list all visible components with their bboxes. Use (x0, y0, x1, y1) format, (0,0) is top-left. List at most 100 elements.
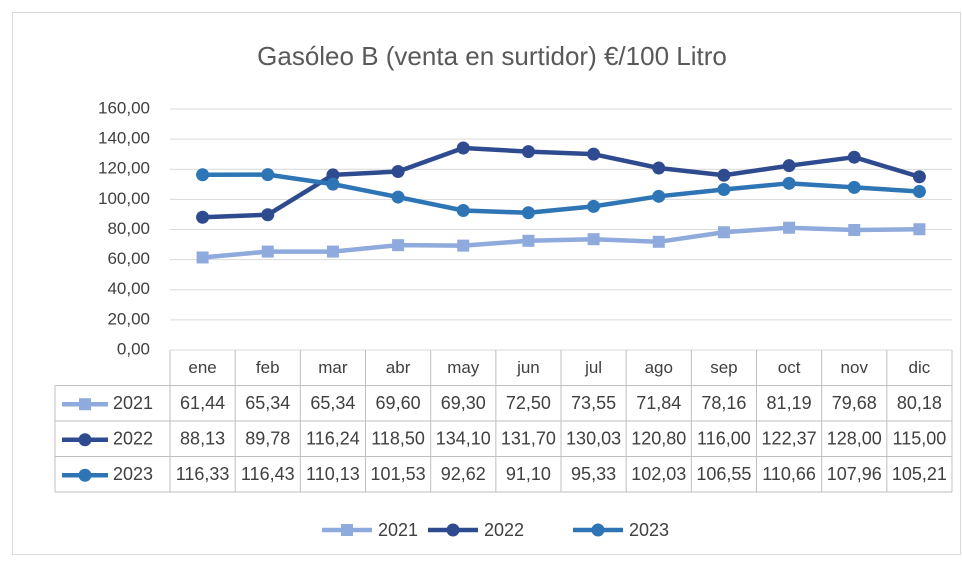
data-point (521, 145, 535, 159)
table-value: 131,70 (501, 429, 556, 449)
table-value: 81,19 (767, 393, 812, 413)
table-value: 128,00 (827, 429, 882, 449)
x-tick-label: mar (318, 358, 348, 377)
data-point (261, 245, 274, 258)
y-tick-label: 60,00 (107, 249, 150, 268)
y-tick-label: 20,00 (107, 309, 150, 328)
table-value: 102,03 (631, 464, 686, 484)
table-value: 101,53 (371, 464, 426, 484)
table-value: 115,00 (893, 429, 947, 449)
x-tick-label: jun (516, 358, 540, 377)
table-value: 61,44 (180, 393, 225, 413)
series-line (202, 172, 920, 216)
data-point (587, 233, 600, 246)
data-point (847, 150, 861, 164)
table-value: 134,10 (436, 429, 491, 449)
x-tick-label: oct (778, 358, 801, 377)
table-value: 65,34 (310, 393, 355, 413)
x-tick-label: ene (188, 358, 216, 377)
table-value: 80,18 (897, 393, 942, 413)
x-tick-label: nov (841, 358, 869, 377)
data-point (456, 203, 470, 217)
table-value: 69,30 (441, 393, 486, 413)
data-point (587, 147, 601, 161)
data-point (782, 159, 796, 173)
table-value: 120,80 (631, 429, 686, 449)
table-value: 78,16 (701, 393, 746, 413)
table-legend-marker (78, 433, 92, 447)
data-point (587, 199, 601, 213)
table-value: 89,78 (245, 429, 290, 449)
table-value: 106,55 (696, 464, 751, 484)
table-value: 72,50 (506, 393, 551, 413)
table-value: 79,68 (832, 393, 877, 413)
legend-marker (446, 523, 460, 537)
table-value: 116,33 (176, 464, 230, 484)
x-tick-label: abr (386, 358, 411, 377)
legend-label: 2021 (378, 520, 418, 540)
table-value: 95,33 (571, 464, 616, 484)
x-tick-label: feb (256, 358, 280, 377)
legend-marker (341, 524, 353, 536)
y-tick-label: 120,00 (98, 159, 150, 178)
y-tick-label: 40,00 (107, 279, 150, 298)
table-value: 91,10 (506, 464, 551, 484)
x-tick-label: sep (710, 358, 737, 377)
data-point (392, 239, 405, 252)
data-point (196, 251, 209, 264)
data-point (391, 165, 405, 179)
table-value: 110,66 (762, 464, 816, 484)
data-point (521, 206, 535, 220)
data-point (717, 168, 731, 182)
table-legend-marker (79, 398, 91, 411)
table-value: 107,96 (827, 464, 882, 484)
table-value: 92,62 (441, 464, 486, 484)
data-point (652, 189, 666, 203)
data-point (652, 161, 666, 175)
x-tick-label: dic (909, 358, 931, 377)
table-value: 65,34 (245, 393, 290, 413)
data-point (391, 190, 405, 204)
chart-title: Gasóleo B (venta en surtidor) €/100 Litr… (257, 41, 727, 71)
data-point (847, 180, 861, 194)
data-point (717, 226, 730, 239)
data-point (261, 208, 275, 222)
y-tick-label: 100,00 (98, 189, 150, 208)
data-point (912, 170, 926, 184)
data-point (326, 177, 340, 191)
x-tick-label: ago (645, 358, 673, 377)
chart-border (12, 12, 961, 555)
data-point (457, 239, 470, 252)
x-tick-label: jul (584, 358, 602, 377)
data-point (783, 221, 796, 234)
data-point (912, 185, 926, 199)
data-point (913, 223, 926, 236)
x-tick-label: may (447, 358, 480, 377)
table-series-name: 2021 (113, 393, 153, 413)
y-tick-label: 140,00 (98, 129, 150, 148)
legend-label: 2022 (484, 520, 524, 540)
data-point (196, 168, 210, 182)
table-series-name: 2022 (113, 429, 153, 449)
table-value: 116,24 (306, 429, 360, 449)
data-point (261, 168, 275, 182)
table-value: 73,55 (571, 393, 616, 413)
table-value: 130,03 (566, 429, 621, 449)
data-point (782, 176, 796, 190)
data-point (196, 210, 210, 224)
y-tick-label: 0,00 (117, 339, 150, 358)
data-point (522, 234, 535, 247)
table-value: 71,84 (636, 393, 681, 413)
table-value: 116,00 (697, 429, 751, 449)
legend-marker (591, 523, 605, 537)
table-value: 88,13 (180, 429, 225, 449)
data-point (326, 168, 340, 182)
series-line (202, 225, 920, 260)
table-value: 105,21 (892, 464, 947, 484)
y-tick-label: 160,00 (98, 98, 150, 117)
table-legend-marker (78, 468, 92, 482)
data-point (326, 245, 339, 258)
data-point (456, 141, 470, 155)
table-series-name: 2023 (113, 464, 153, 484)
